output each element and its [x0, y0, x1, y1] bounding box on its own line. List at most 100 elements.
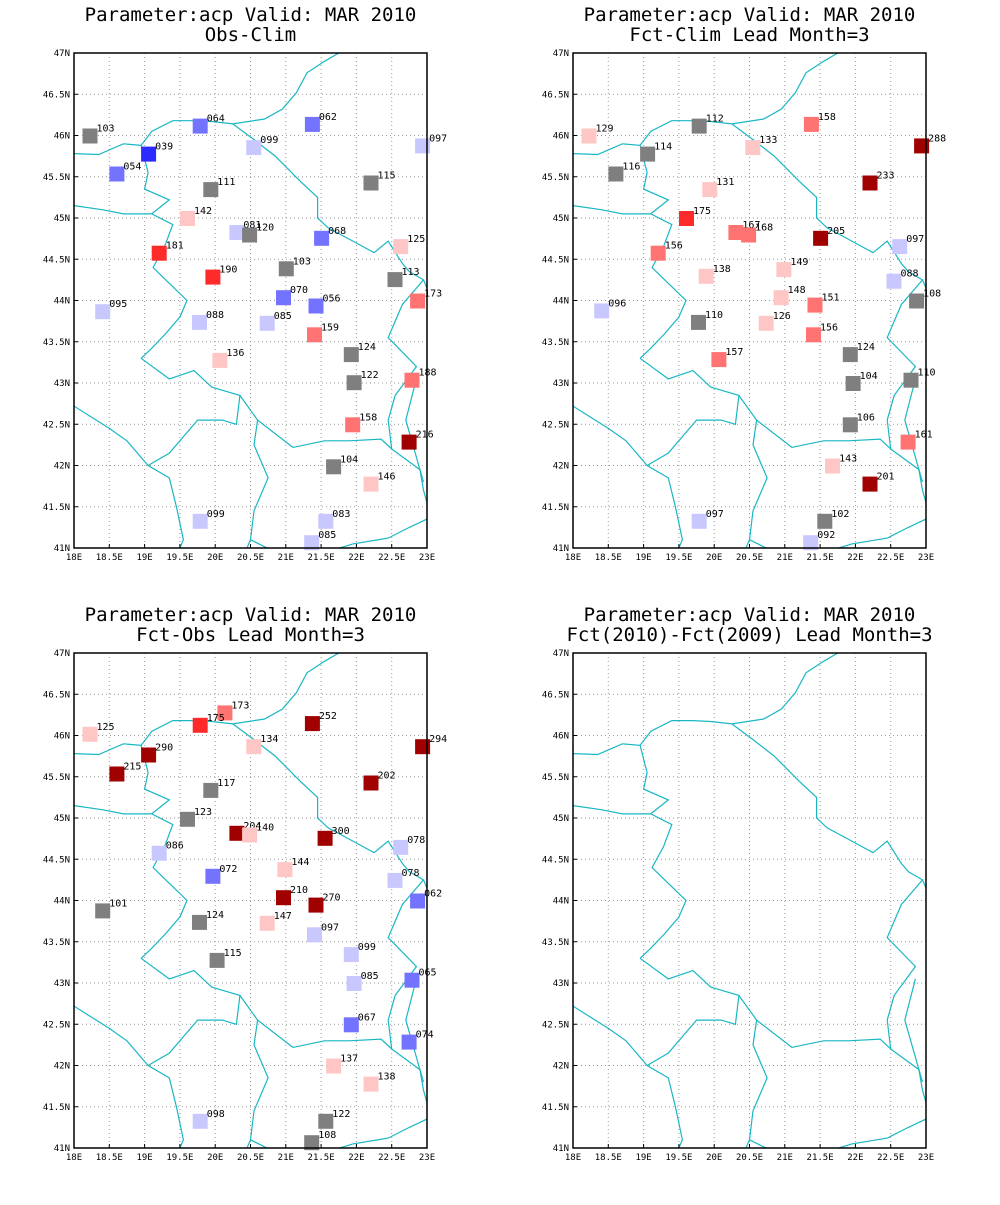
station-label: 095 [109, 299, 127, 310]
station-marker [862, 476, 878, 492]
station-marker [776, 262, 792, 278]
boundary-line [573, 205, 651, 215]
lon-tick-label: 20E [207, 553, 223, 563]
station-marker [278, 261, 294, 277]
lon-tick-label: 18E [66, 553, 82, 563]
lat-tick-label: 46.5N [542, 690, 569, 700]
lat-tick-label: 44N [553, 897, 569, 907]
station-marker [82, 128, 98, 144]
station-marker [242, 227, 258, 243]
station-marker [691, 513, 707, 529]
lat-tick-label: 45.5N [542, 773, 569, 783]
lon-tick-label: 21.5E [807, 1153, 834, 1163]
boundary-line [74, 1005, 185, 1148]
lat-tick-label: 44.5N [43, 255, 70, 265]
station-label: 175 [693, 206, 711, 217]
station-marker [304, 1135, 320, 1151]
lon-tick-label: 18E [565, 553, 581, 563]
station-marker [650, 245, 666, 261]
lat-tick-label: 47N [54, 49, 70, 59]
lon-tick-label: 20.5E [237, 553, 264, 563]
station-label: 088 [901, 269, 919, 280]
lat-tick-label: 47N [54, 649, 70, 659]
station-label: 067 [358, 1012, 376, 1023]
station-label: 085 [361, 971, 379, 982]
station-label: 137 [340, 1054, 358, 1065]
station-marker [401, 434, 417, 450]
station-label: 115 [224, 948, 242, 959]
lon-tick-label: 20.5E [736, 553, 763, 563]
station-label: 126 [773, 311, 791, 322]
boundary-line [140, 213, 188, 359]
boundary-line [239, 395, 269, 548]
station-marker [410, 893, 426, 909]
station-label: 144 [291, 857, 309, 868]
boundary-line [738, 995, 768, 1148]
station-marker [640, 146, 656, 162]
station-label: 104 [860, 371, 878, 382]
station-marker [314, 230, 330, 246]
lon-tick-label: 21.5E [308, 1153, 335, 1163]
lon-tick-label: 18E [66, 1153, 82, 1163]
station-label: 116 [622, 162, 640, 173]
station-label: 088 [206, 310, 224, 321]
station-label: 157 [725, 347, 743, 358]
boundary-line [387, 879, 424, 1050]
boundary-line [140, 957, 241, 1067]
station-label: 215 [123, 762, 141, 773]
station-marker [691, 118, 707, 134]
lon-tick-label: 23E [918, 1153, 934, 1163]
station-label: 134 [260, 734, 278, 745]
station-marker [343, 347, 359, 363]
station-marker [807, 297, 823, 313]
station-marker [307, 927, 322, 943]
station-label: 078 [402, 868, 420, 879]
station-label: 149 [790, 257, 808, 268]
boundary-line [639, 145, 670, 215]
panel-title-line-1: Parameter:acp Valid: MAR 2010 [85, 604, 417, 626]
lat-tick-label: 44N [54, 297, 70, 307]
lat-tick-label: 44N [553, 297, 569, 307]
station-label: 108 [318, 1130, 336, 1141]
station-marker [109, 166, 125, 182]
lat-tick-label: 45N [54, 814, 70, 824]
boundary-line [387, 279, 424, 450]
station-marker [363, 775, 379, 791]
station-label: 202 [378, 771, 396, 782]
station-label: 072 [219, 864, 237, 875]
station-marker [180, 211, 195, 226]
lat-tick-label: 45N [54, 214, 70, 224]
station-label: 158 [359, 412, 377, 423]
map-panel-4: Parameter:acp Valid: MAR 2010Fct(2010)-F… [542, 604, 934, 1163]
station-marker [806, 327, 821, 343]
lat-tick-label: 42.5N [542, 420, 569, 430]
station-label: 106 [857, 412, 875, 423]
station-label: 142 [194, 206, 212, 217]
station-marker [404, 372, 420, 388]
boundaries [573, 653, 926, 1148]
station-label: 270 [323, 893, 341, 904]
station-label: 181 [166, 241, 184, 252]
station-label: 138 [713, 264, 731, 275]
boundary-line [886, 279, 923, 450]
station-marker [698, 268, 714, 284]
station-label: 124 [358, 342, 376, 353]
station-marker [886, 273, 902, 289]
lon-tick-label: 20E [706, 553, 722, 563]
lon-tick-label: 21E [777, 553, 793, 563]
station-label: 081 [243, 220, 261, 231]
station-marker [203, 782, 219, 798]
station-label: 114 [654, 142, 672, 153]
station-marker [404, 972, 420, 988]
station-marker [276, 890, 291, 906]
station-marker [825, 458, 841, 474]
lat-tick-label: 43N [553, 979, 569, 989]
boundary-line [140, 813, 188, 959]
